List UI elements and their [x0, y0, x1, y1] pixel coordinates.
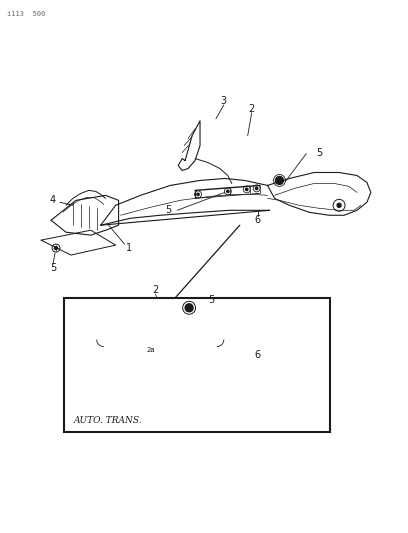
Circle shape	[185, 304, 193, 312]
Text: 5: 5	[316, 148, 322, 158]
Circle shape	[275, 176, 284, 184]
Text: i113  500: i113 500	[7, 11, 46, 18]
Circle shape	[246, 188, 248, 191]
Text: 5: 5	[208, 295, 214, 305]
Circle shape	[227, 190, 229, 192]
Text: AUTO. TRANS.: AUTO. TRANS.	[74, 416, 142, 425]
Text: 6: 6	[255, 215, 261, 225]
Circle shape	[197, 193, 199, 196]
Circle shape	[255, 187, 258, 190]
Text: 2: 2	[152, 285, 158, 295]
Text: 1: 1	[125, 243, 131, 253]
Bar	[64, 298, 330, 432]
Text: 5: 5	[165, 205, 171, 215]
Text: 2: 2	[248, 104, 255, 114]
Circle shape	[337, 203, 341, 207]
Text: 5: 5	[50, 263, 56, 273]
Text: 6: 6	[255, 350, 261, 360]
Text: 3: 3	[221, 96, 227, 106]
Text: 2a: 2a	[146, 346, 155, 352]
Circle shape	[55, 247, 58, 249]
Text: 4: 4	[50, 196, 56, 205]
